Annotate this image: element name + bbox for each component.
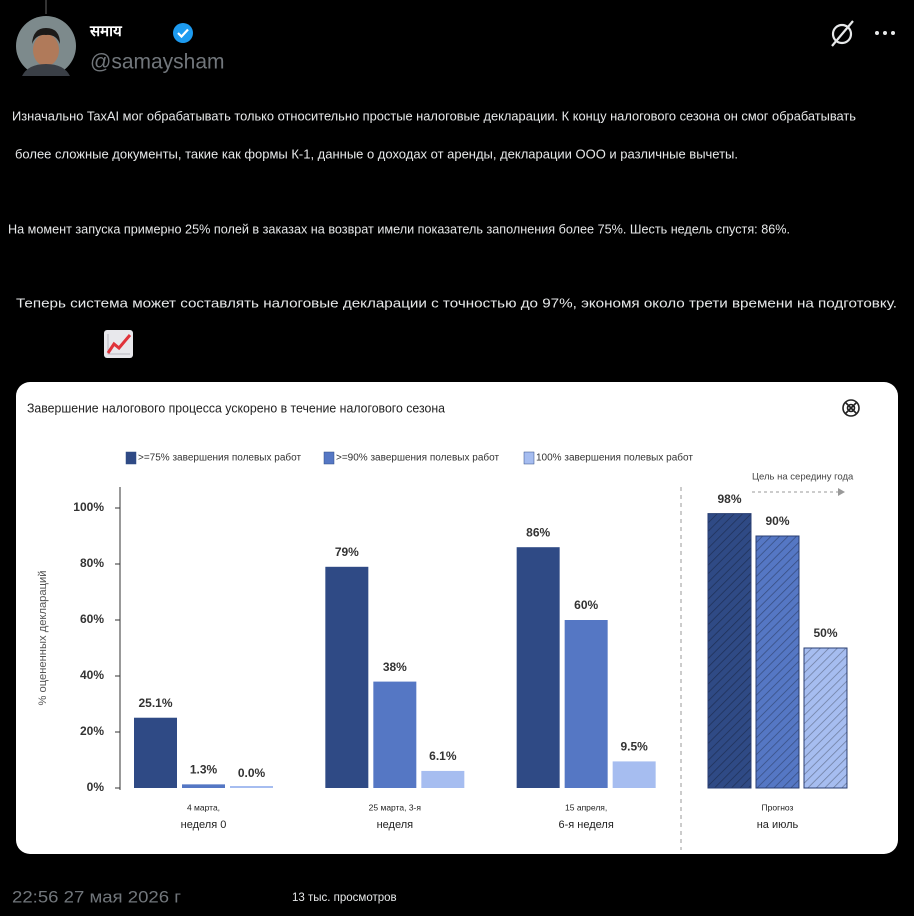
y-tick-label: 80% xyxy=(80,556,104,570)
y-tick-label: 40% xyxy=(80,668,104,682)
value-label: 50% xyxy=(813,626,837,640)
tweet-text: Изначально TaxAI мог обрабатывать только… xyxy=(12,108,856,123)
y-tick-label: 100% xyxy=(73,500,104,514)
annotation: Цель на середину года xyxy=(752,472,854,483)
bar xyxy=(325,566,369,788)
legend-label: >=90% завершения полевых работ xyxy=(336,452,499,464)
x-tick-label: 4 марта, xyxy=(187,802,220,812)
bar xyxy=(516,547,560,788)
legend-label: 100% завершения полевых работ xyxy=(536,452,693,464)
bar xyxy=(707,513,752,789)
chart-title: Завершение налогового процесса ускорено … xyxy=(27,401,445,415)
author-name[interactable]: समाय xyxy=(89,23,123,40)
value-label: 38% xyxy=(383,660,407,674)
x-tick-label: на июль xyxy=(757,819,799,831)
value-label: 60% xyxy=(574,598,598,612)
tweet-text: На момент запуска примерно 25% полей в з… xyxy=(8,221,790,236)
openai-logo xyxy=(842,399,860,417)
x-tick-label: неделя xyxy=(377,819,414,831)
legend-swatch xyxy=(323,451,335,465)
x-tick-label: Прогноз xyxy=(762,802,794,812)
legend-label: >=75% завершения полевых работ xyxy=(138,452,301,464)
bar xyxy=(803,647,848,789)
bar xyxy=(755,535,800,789)
value-label: 79% xyxy=(335,545,359,559)
y-axis-label: % оцененных деклараций xyxy=(37,571,49,706)
x-tick-label: неделя 0 xyxy=(181,819,227,831)
chart-emoji xyxy=(104,330,133,358)
chart-card[interactable] xyxy=(16,382,898,854)
bar xyxy=(182,784,225,788)
handle[interactable]: @samaysham xyxy=(90,51,225,74)
value-label: 6.1% xyxy=(429,749,457,763)
y-tick-label: 0% xyxy=(87,780,105,794)
annotation-arrowhead xyxy=(838,488,845,496)
more-button[interactable] xyxy=(875,31,895,35)
y-tick-label: 60% xyxy=(80,612,104,626)
value-label: 9.5% xyxy=(620,740,648,754)
x-tick-label: 6-я неделя xyxy=(559,819,614,831)
x-tick-label: 25 марта, 3-я xyxy=(369,802,422,812)
bar xyxy=(421,770,465,788)
avatar[interactable] xyxy=(16,16,76,76)
bar xyxy=(230,786,273,788)
value-label: 25.1% xyxy=(138,696,172,710)
tweet-text: более сложные документы, такие как формы… xyxy=(15,146,738,161)
y-tick-label: 20% xyxy=(80,724,104,738)
x-tick-label: 15 апреля, xyxy=(565,802,607,812)
views: 13 тыс. просмотров xyxy=(292,892,397,904)
tweet-text: Теперь система может составлять налоговы… xyxy=(16,295,897,310)
value-label: 86% xyxy=(526,525,550,539)
legend-swatch xyxy=(523,451,535,465)
bar xyxy=(612,761,656,788)
value-label: 0.0% xyxy=(238,766,266,780)
verified-badge xyxy=(173,23,193,43)
value-label: 98% xyxy=(717,492,741,506)
bar xyxy=(564,620,608,788)
value-label: 90% xyxy=(765,514,789,528)
grok-button[interactable] xyxy=(831,20,854,47)
bar xyxy=(134,717,177,788)
bar xyxy=(373,681,417,788)
timestamp[interactable]: 22:56 27 мая 2026 г xyxy=(12,887,181,906)
legend-swatch xyxy=(125,451,137,465)
value-label: 1.3% xyxy=(190,763,218,777)
